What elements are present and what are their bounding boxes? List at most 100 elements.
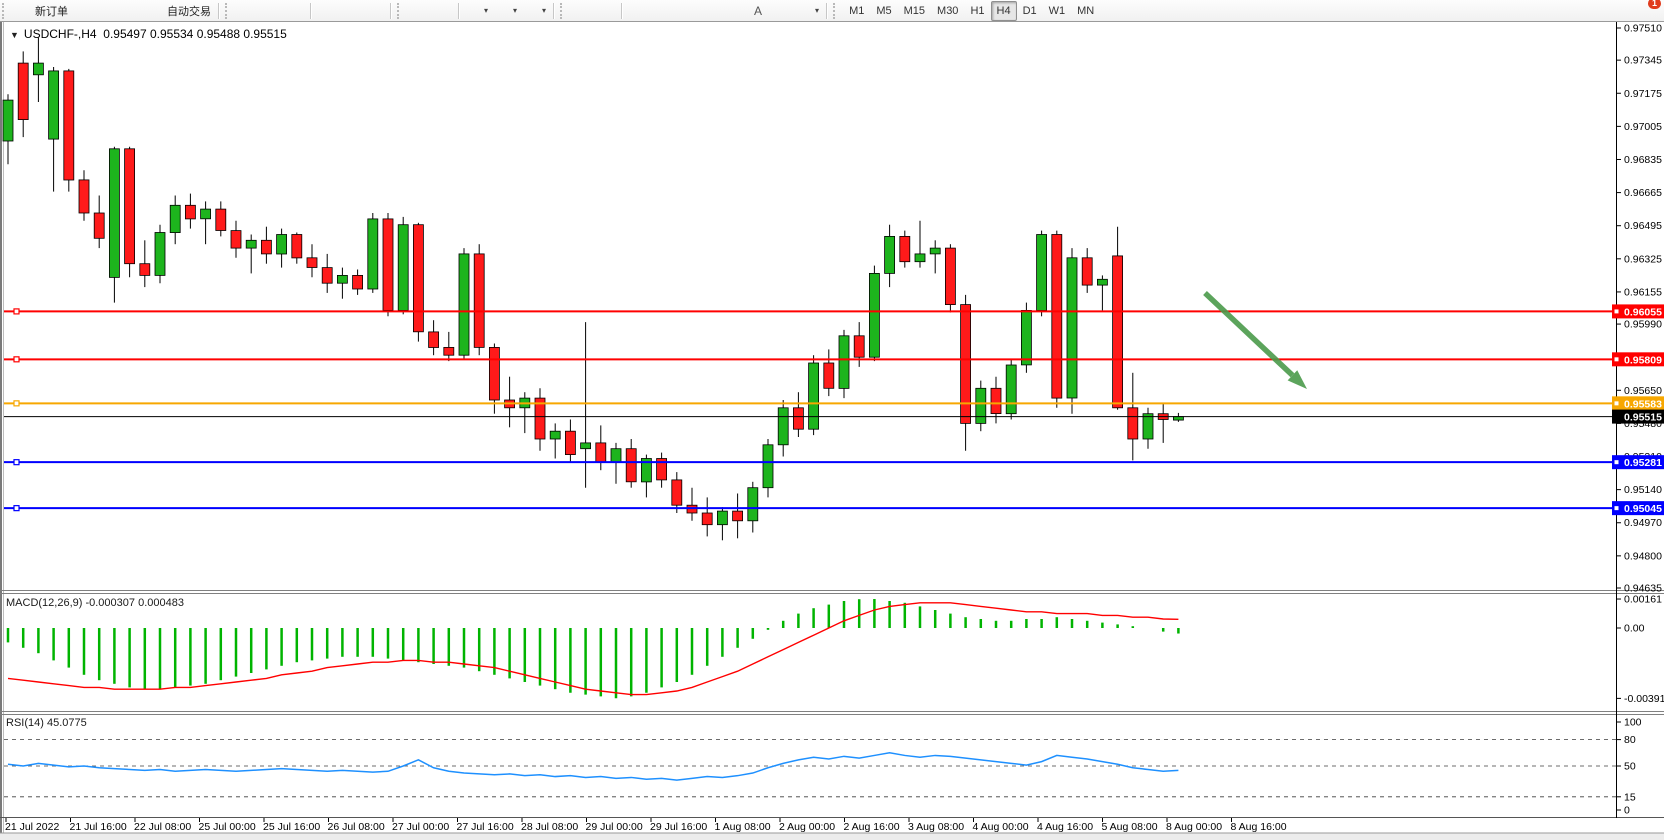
zoom-in-button[interactable] — [1, 1, 339, 35]
level-anchor[interactable] — [13, 459, 20, 466]
candle — [412, 222, 424, 342]
tf-D1[interactable]: D1 — [1022, 4, 1037, 17]
candle — [838, 329, 850, 399]
fibonacci-button[interactable]: F — [1, 1, 746, 35]
candle — [382, 213, 394, 317]
candle-body — [63, 70, 75, 181]
trendline-button[interactable] — [1, 1, 698, 34]
toolbar-grip[interactable] — [2, 2, 9, 19]
signal-button[interactable] — [1, 1, 144, 32]
candle-body — [869, 272, 880, 358]
search-button[interactable] — [1, 1, 1618, 36]
tile-windows-button[interactable] — [1, 1, 387, 33]
vertical-line-button[interactable] — [5, 1, 650, 34]
candle — [443, 331, 455, 362]
auto-trading-label: 自动交易 — [167, 5, 211, 18]
new-order-button[interactable]: 新订单 — [0, 1, 72, 35]
candle-body — [625, 448, 637, 483]
candle-body — [990, 387, 1002, 414]
tf-W1[interactable]: W1 — [1048, 4, 1066, 17]
macd-tick-label: 0.00 — [1624, 623, 1645, 635]
tf-M15[interactable]: M15 — [903, 4, 926, 17]
chart-dropdown-icon[interactable]: ▼ — [10, 30, 19, 40]
tf-MN[interactable]: MN — [1077, 4, 1095, 17]
level-anchor[interactable] — [13, 308, 20, 315]
auto-scroll-button[interactable] — [1, 1, 431, 34]
candle — [458, 248, 470, 360]
text-label-button[interactable]: T — [0, 1, 794, 34]
candle-body — [884, 235, 895, 274]
bar-chart-button[interactable] — [2, 1, 259, 33]
candle — [109, 146, 120, 303]
candle-body — [367, 218, 379, 290]
templates-button[interactable]: ▾ — [0, 1, 550, 35]
candle — [428, 320, 440, 356]
candle — [169, 195, 181, 245]
tile-windows-icon — [1, 3, 383, 33]
add-indicator-dropdown[interactable]: ▾ — [484, 6, 489, 15]
candle — [93, 195, 105, 249]
price-badge-label: 0.95045 — [1624, 503, 1662, 515]
candle — [1142, 407, 1154, 449]
price-tick-label: 0.97175 — [1624, 88, 1662, 100]
periods-dropdown[interactable]: ▾ — [513, 6, 518, 15]
candle — [808, 355, 819, 436]
candle-body — [17, 62, 29, 120]
candle-body — [245, 239, 257, 249]
level-anchor[interactable] — [13, 505, 20, 512]
signal-icon — [1, 3, 140, 32]
tf-M30[interactable]: M30 — [937, 4, 959, 17]
sticker-button[interactable] — [1, 1, 96, 34]
add-indicator-button[interactable]: ▾ — [0, 1, 492, 34]
time-tick-label: 21 Jul 2022 — [5, 821, 59, 833]
tf-H4[interactable]: H4 — [990, 0, 1017, 21]
candle-body — [656, 458, 667, 481]
candle-body — [960, 304, 971, 424]
cursor-button[interactable] — [3, 1, 594, 35]
candle-body — [580, 442, 591, 450]
chart-shift-button[interactable] — [1, 1, 455, 34]
candle-body — [1005, 364, 1017, 415]
crosshair-button[interactable] — [1, 1, 618, 34]
candle — [276, 228, 288, 268]
auto-trading-button[interactable]: 自动交易 — [0, 1, 215, 35]
line-chart-button[interactable] — [0, 1, 307, 33]
tf-M1[interactable]: M1 — [849, 4, 865, 17]
tf-M5[interactable]: M5 — [876, 4, 892, 17]
zoom-out-button[interactable] — [1, 1, 363, 35]
candle-body — [169, 204, 181, 234]
candle-body — [1112, 255, 1123, 409]
price-tick-label: 0.97510 — [1624, 23, 1662, 35]
candle-body — [808, 362, 819, 430]
candlestick-chart-button[interactable] — [1, 1, 283, 34]
price-tick-label: 0.96665 — [1624, 187, 1662, 199]
annotation-arrow-line[interactable] — [1203, 290, 1295, 378]
candle-body — [1021, 309, 1032, 366]
candle-body — [1142, 413, 1154, 440]
candle — [717, 507, 728, 541]
chart-canvas[interactable]: 0.97510 0.97345 0.97175 0.97005 0.96835 0.966… — [0, 21, 1664, 840]
templates-dropdown[interactable]: ▾ — [542, 6, 547, 15]
annotation-arrow-head[interactable] — [1287, 370, 1307, 389]
tf-H1[interactable]: H1 — [970, 4, 985, 17]
community-icon — [1, 3, 116, 35]
text-button[interactable]: A — [746, 1, 770, 21]
equidistant-channel-button[interactable]: E — [0, 1, 722, 35]
price-badge-anchor — [1613, 505, 1620, 512]
level-anchor[interactable] — [13, 400, 20, 407]
candle — [975, 380, 987, 432]
community-button[interactable] — [1, 1, 120, 35]
arrows-button[interactable]: ▾ — [1, 1, 823, 33]
candle — [701, 497, 713, 537]
arrows-dropdown[interactable]: ▾ — [815, 6, 820, 15]
periods-button[interactable]: ▾ — [0, 1, 521, 35]
toolbar: 新订单 自动交易 — [0, 0, 1664, 38]
horizontal-line-icon — [1, 3, 670, 29]
chat-button[interactable]: 1 — [1632, 0, 1661, 38]
candle — [945, 244, 956, 313]
candle-body — [899, 235, 911, 263]
candle — [306, 244, 318, 278]
horizontal-line-button[interactable] — [1, 1, 674, 29]
price-tick-label: 0.94635 — [1624, 583, 1662, 595]
level-anchor[interactable] — [13, 356, 20, 363]
